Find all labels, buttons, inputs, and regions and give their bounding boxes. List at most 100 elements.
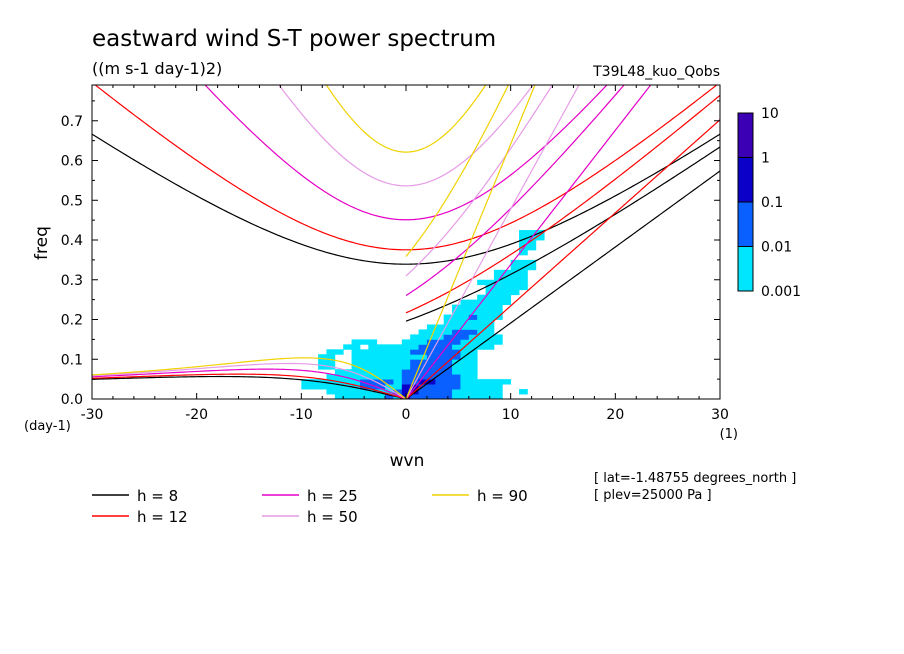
colorbar-label: 0.001: [761, 284, 801, 300]
power-cell: [443, 349, 453, 355]
plot-area: [92, 85, 720, 399]
power-cell: [519, 230, 528, 236]
power-cell: [443, 369, 453, 375]
power-cell: [426, 339, 436, 345]
power-cell: [401, 374, 411, 380]
power-cell: [426, 354, 436, 360]
power-cell: [318, 354, 327, 360]
y-tick-label: 0.6: [61, 154, 83, 170]
power-cell: [418, 334, 428, 340]
power-cell: [477, 339, 486, 345]
igw-curve-h90: [325, 85, 487, 153]
power-cell: [493, 274, 503, 281]
power-cell: [527, 264, 537, 271]
kelvin-curve-h12: [405, 119, 720, 399]
power-cell: [368, 374, 378, 380]
power-cell: [351, 379, 361, 385]
power-cell: [368, 359, 378, 365]
power-cell: [359, 339, 369, 345]
power-cell: [485, 384, 495, 390]
pressure-note: [ plev=25000 Pa ]: [594, 488, 712, 503]
power-cell: [309, 384, 319, 390]
power-cell: [452, 384, 461, 390]
power-cell: [519, 274, 528, 281]
power-cell: [477, 389, 486, 395]
power-cell: [401, 384, 411, 390]
power-cell: [343, 369, 352, 375]
power-cell: [426, 324, 436, 330]
power-cell: [493, 379, 503, 385]
power-cell: [435, 394, 445, 399]
power-cell: [418, 379, 428, 385]
x-tick-label: 0: [402, 407, 411, 423]
power-cell: [435, 379, 445, 385]
power-cell: [493, 284, 503, 291]
power-cell: [435, 374, 445, 380]
power-cell: [368, 384, 378, 390]
power-cell: [326, 379, 336, 385]
power-cell: [385, 344, 394, 350]
power-cell: [510, 259, 520, 266]
power-cell: [460, 379, 470, 385]
power-cell: [485, 319, 495, 325]
power-cell: [460, 374, 470, 380]
power-cell: [468, 339, 478, 345]
x-axis-unit: (1): [720, 427, 738, 442]
colorbar-label: 0.1: [761, 195, 783, 211]
power-cell: [376, 374, 386, 380]
power-cell: [468, 319, 478, 325]
power-cell: [351, 339, 361, 345]
power-cell: [368, 354, 378, 360]
power-cell: [443, 329, 453, 335]
igw-curve-h50: [278, 85, 534, 187]
y-tick-label: 0.7: [61, 114, 83, 130]
power-cell: [485, 344, 495, 350]
power-cell: [443, 384, 453, 390]
power-cell: [477, 344, 486, 350]
power-cell: [460, 304, 470, 310]
legend-label: h = 8: [137, 487, 178, 505]
power-cell: [452, 309, 461, 315]
power-cell: [334, 369, 344, 375]
power-cell: [359, 369, 369, 375]
power-cell: [368, 339, 378, 345]
power-cell: [376, 364, 386, 370]
power-cell: [452, 364, 461, 370]
power-cell: [485, 304, 495, 310]
power-cell: [385, 394, 394, 399]
y-tick-label: 0.0: [61, 392, 83, 408]
power-cell: [343, 384, 352, 390]
power-cell: [435, 369, 445, 375]
power-cell: [452, 349, 461, 355]
power-cell: [410, 364, 419, 370]
power-cell: [460, 334, 470, 340]
x-tick-label: -30: [81, 407, 104, 423]
power-cell: [468, 389, 478, 395]
power-cell: [393, 374, 403, 380]
power-cell: [385, 384, 394, 390]
run-label: T39L48_kuo_Qobs: [592, 64, 720, 80]
power-cell: [468, 344, 478, 350]
power-cell: [385, 374, 394, 380]
power-cell: [343, 344, 352, 350]
power-cell: [393, 354, 403, 360]
power-cell: [359, 354, 369, 360]
power-cell: [426, 389, 436, 395]
power-cell: [493, 339, 503, 345]
power-cell: [376, 344, 386, 350]
igw-curve-h25: [204, 85, 608, 221]
colorbar-swatch: [737, 157, 754, 203]
power-cell: [443, 344, 453, 350]
power-cell: [468, 354, 478, 360]
x-tick-label: -20: [185, 407, 208, 423]
rossby-curve-h25: [92, 368, 407, 399]
power-cell: [334, 384, 344, 390]
power-cell: [435, 349, 445, 355]
power-cell: [468, 379, 478, 385]
power-cell: [418, 394, 428, 399]
power-cell: [309, 379, 319, 385]
power-cell: [493, 279, 503, 286]
power-cell: [410, 349, 419, 355]
power-cell: [343, 379, 352, 385]
power-cell: [368, 394, 378, 399]
